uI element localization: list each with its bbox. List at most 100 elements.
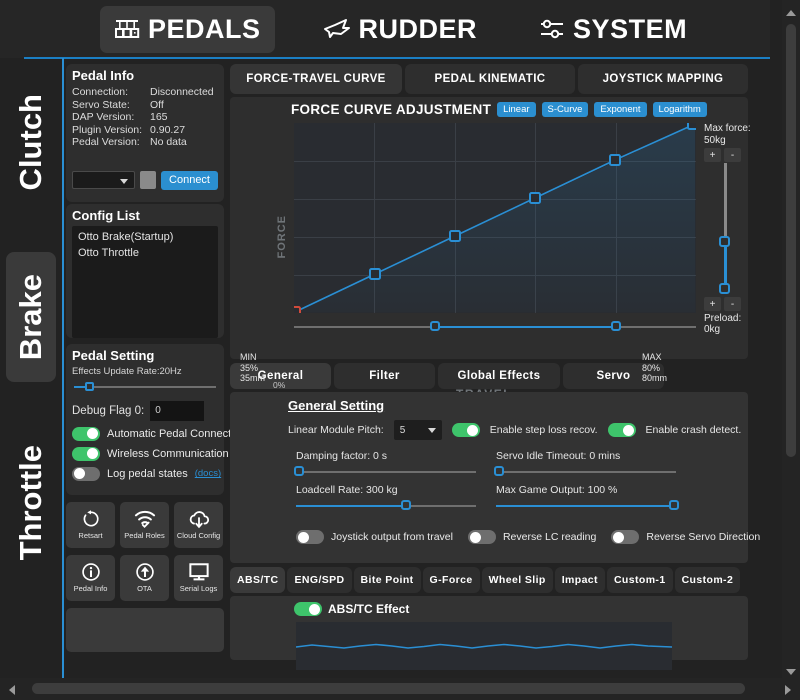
vertical-scrollbar[interactable] xyxy=(782,0,800,684)
tab-impact[interactable]: Impact xyxy=(554,567,605,593)
max-force-minus-button[interactable]: - xyxy=(724,148,741,162)
waveform-svg xyxy=(296,643,672,649)
slider-knob[interactable] xyxy=(494,466,504,476)
joystick-output-from-travel-toggle[interactable] xyxy=(296,530,324,544)
abs-tc-effect-toggle[interactable] xyxy=(294,602,322,616)
travel-min-caption: MIN 35% 35mm xyxy=(240,352,265,384)
horizontal-scrollbar-thumb[interactable] xyxy=(32,683,745,694)
pedal-tab-brake[interactable]: Brake xyxy=(6,252,56,382)
slider-knob[interactable] xyxy=(85,381,95,391)
vertical-scrollbar-thumb[interactable] xyxy=(786,24,796,457)
preload-plus-button[interactable]: + xyxy=(704,297,721,311)
nav-tab-system[interactable]: SYSTEM xyxy=(525,6,701,53)
force-curve-plot[interactable] xyxy=(294,123,696,313)
tab-bite-point[interactable]: Bite Point xyxy=(353,567,421,593)
tab-custom-2[interactable]: Custom-2 xyxy=(674,567,741,593)
info-key: Servo State: xyxy=(72,98,130,111)
slider-knob[interactable] xyxy=(294,466,304,476)
linear-module-pitch-value: 5 xyxy=(399,424,406,436)
preload-upper-knob[interactable] xyxy=(719,236,730,247)
tab-pedal-kinematic[interactable]: PEDAL KINEMATIC xyxy=(405,64,575,94)
ota-tile[interactable]: OTA xyxy=(120,554,169,601)
slider-knob[interactable] xyxy=(400,500,411,510)
preload-minus-button[interactable]: - xyxy=(724,297,741,311)
tab-force-travel-curve[interactable]: FORCE-TRAVEL CURVE xyxy=(230,64,402,94)
pedal-info-tile[interactable]: Pedal Info xyxy=(66,554,115,601)
plot-area xyxy=(294,123,696,313)
tab-general[interactable]: General xyxy=(230,363,331,389)
nav-tab-pedals[interactable]: PEDALS xyxy=(100,5,275,53)
scroll-up-arrow-icon[interactable] xyxy=(786,10,796,16)
curve-shape-logarithm-button[interactable]: Logarithm xyxy=(652,102,707,117)
step-loss-recovery-toggle[interactable] xyxy=(451,423,480,437)
tab-servo[interactable]: Servo xyxy=(563,363,664,389)
pedal-tab-clutch[interactable]: Clutch xyxy=(6,68,56,216)
scroll-down-arrow-icon[interactable] xyxy=(786,669,796,675)
empty-panel xyxy=(66,607,224,652)
serial-logs-tile[interactable]: Serial Logs xyxy=(174,554,223,601)
port-select[interactable] xyxy=(72,171,135,190)
curve-shape-linear-button[interactable]: Linear xyxy=(497,102,536,117)
reverse-servo-direction-toggle[interactable] xyxy=(611,530,640,544)
tab-custom-1[interactable]: Custom-1 xyxy=(606,567,673,593)
wireless-communication-toggle[interactable] xyxy=(72,446,100,461)
debug-flag-input[interactable] xyxy=(150,400,205,421)
loadcell-rate-slider[interactable] xyxy=(296,500,476,512)
pedal-info-title: Pedal Info xyxy=(72,68,135,83)
max-game-output-slider[interactable] xyxy=(496,500,679,512)
min-mm: 35mm xyxy=(240,373,266,383)
servo-idle-timeout-slider[interactable] xyxy=(494,466,676,478)
horizontal-scrollbar[interactable] xyxy=(0,678,800,700)
loadcell-rate-label: Loadcell Rate: 300 kg xyxy=(296,484,398,496)
tab-global-effects[interactable]: Global Effects xyxy=(438,363,560,389)
config-listbox[interactable]: Otto Brake(Startup) Otto Throttle xyxy=(72,225,218,338)
tab-joystick-mapping[interactable]: JOYSTICK MAPPING xyxy=(578,64,748,94)
log-pedal-states-row: Log pedal states (docs) xyxy=(66,466,224,487)
list-item[interactable]: Otto Brake(Startup) xyxy=(78,230,174,243)
tab-wheel-slip[interactable]: Wheel Slip xyxy=(481,567,553,593)
general-setting-row-1: Linear Module Pitch: 5 Enable step loss … xyxy=(230,420,748,440)
tab-abs-tc[interactable]: ABS/TC xyxy=(230,567,286,593)
restart-tile[interactable]: Retsart xyxy=(66,501,115,548)
cloud-config-tile[interactable]: Cloud Config xyxy=(174,501,223,548)
docs-link[interactable]: (docs) xyxy=(194,468,222,480)
force-vertical-track[interactable] xyxy=(719,163,730,294)
nav-tab-pedals-label: PEDALS xyxy=(148,13,261,44)
scroll-right-arrow-icon[interactable] xyxy=(785,685,791,695)
nav-tab-rudder[interactable]: RUDDER xyxy=(309,6,492,53)
effects-update-rate-slider[interactable] xyxy=(74,381,216,393)
pedal-tab-throttle[interactable]: Throttle xyxy=(6,415,56,590)
list-item[interactable]: Otto Throttle xyxy=(78,246,139,259)
automatic-pedal-connect-toggle[interactable] xyxy=(72,426,100,441)
reverse-lc-reading-toggle[interactable] xyxy=(467,530,496,544)
preload-lower-knob[interactable] xyxy=(719,283,730,294)
status-swatch[interactable] xyxy=(139,171,157,190)
cloud-config-tile-label: Cloud Config xyxy=(176,531,221,541)
tab-eng-spd[interactable]: ENG/SPD xyxy=(287,567,352,593)
force-curve-svg xyxy=(294,123,696,313)
linear-module-pitch-select[interactable]: 5 xyxy=(393,420,442,440)
damping-factor-slider[interactable] xyxy=(294,466,476,478)
scroll-left-arrow-icon[interactable] xyxy=(9,685,15,695)
slider-fill xyxy=(434,326,616,328)
tab-filter[interactable]: Filter xyxy=(334,363,435,389)
crash-detect-toggle[interactable] xyxy=(607,423,636,437)
pedal-roles-tile[interactable]: Pedal Roles xyxy=(120,501,169,548)
pedal-tab-clutch-label: Clutch xyxy=(13,93,48,191)
cloud-download-icon xyxy=(188,509,210,529)
slider-knob[interactable] xyxy=(669,500,679,510)
max-force-plus-button[interactable]: + xyxy=(704,148,721,162)
travel-range-slider[interactable] xyxy=(294,321,696,333)
force-curve-card: FORCE CURVE ADJUSTMENT Linear S-Curve Ex… xyxy=(230,97,751,401)
curve-shape-exponent-button[interactable]: Exponent xyxy=(594,102,647,117)
travel-max-knob[interactable] xyxy=(610,321,621,331)
curve-shape-scurve-button[interactable]: S-Curve xyxy=(541,102,589,117)
log-pedal-states-toggle[interactable] xyxy=(72,466,100,481)
connect-button[interactable]: Connect xyxy=(161,170,218,190)
slider-track xyxy=(296,471,476,473)
travel-min-knob[interactable] xyxy=(429,321,440,331)
reverse-lc-reading-label: Reverse LC reading xyxy=(502,531,597,543)
header-divider xyxy=(24,57,770,59)
tab-g-force[interactable]: G-Force xyxy=(422,567,480,593)
servo-idle-timeout-label: Servo Idle Timeout: 0 mins xyxy=(496,450,621,462)
